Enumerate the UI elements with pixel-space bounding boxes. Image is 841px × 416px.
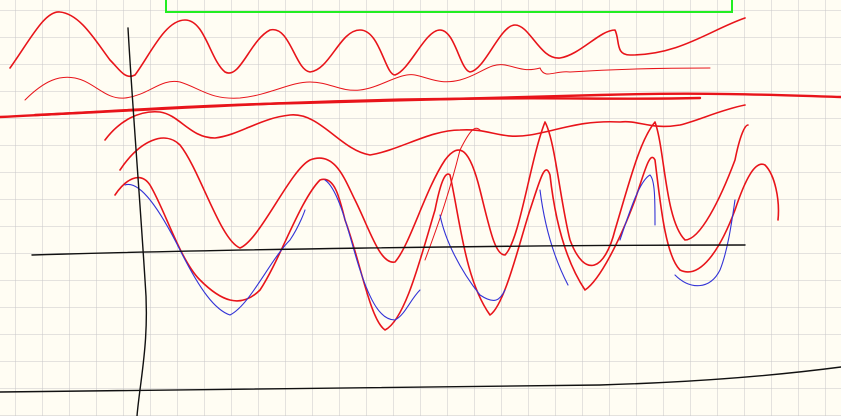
- grid: [0, 0, 841, 416]
- canvas: [0, 0, 841, 416]
- page: (() => { const data = JSON.parse(documen…: [0, 0, 841, 416]
